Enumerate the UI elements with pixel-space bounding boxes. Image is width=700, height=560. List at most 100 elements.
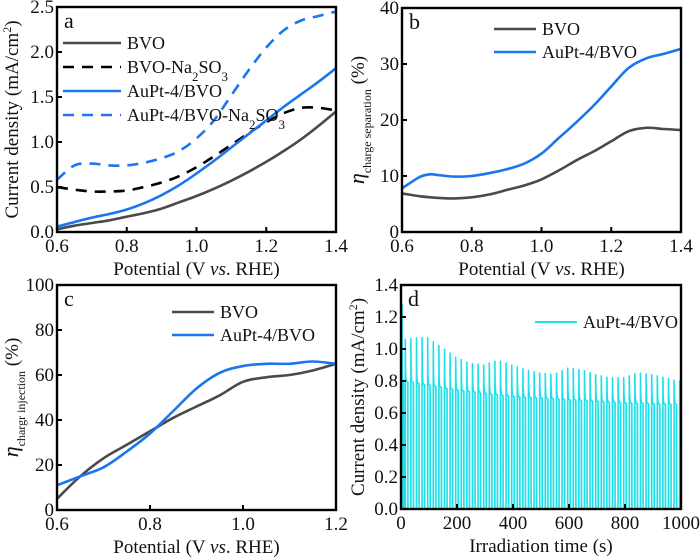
x-tick-label: 1.4 [324,236,348,257]
x-axis-title-part: . RHE) [226,259,280,280]
x-tick-label: 1.0 [185,236,209,257]
y-tick-label: 30 [380,54,399,75]
legend-label: AuPt-4/BVO [583,312,678,332]
y-axis-title-part: 2 [0,27,14,33]
y-tick-label: 2.5 [30,0,54,18]
x-tick-label: 1.2 [324,514,348,535]
series-line-bvo [57,362,336,500]
series-line-bvo [57,110,336,231]
legend-item: BVO-Na2SO3 [63,57,228,84]
legend-item: AuPt-4/BVO [63,81,222,101]
y-axis-title-part: 2 [346,304,360,310]
x-tick-label: 1.0 [231,514,255,535]
legend-label-part: SO [199,57,222,77]
x-axis-title-part: . RHE) [571,259,625,280]
y-axis-title: ηcharge separation (%) [344,56,374,184]
x-tick-label: 1.4 [669,236,693,257]
legend-label: AuPt-4/BVO [542,42,637,62]
panel-c: 0.6 0.8 1.0 1.2 0 20 40 60 80 100 Potential (V vs.… [0,275,348,558]
legend-item: AuPt-4/BVO [494,42,637,62]
x-tick-label: 400 [499,513,528,534]
legend-label-part: BVO [542,19,580,39]
y-axis-title-part: η [344,173,369,184]
legend-label-part: SO [256,105,279,125]
y-tick-label: 1.4 [374,275,398,296]
y-axis-title: Current density (mA/cm2) [0,20,23,218]
x-tick-label: 0.8 [115,236,139,257]
y-axis-title-part: Current density (mA/cm [2,33,23,219]
y-axis-title-part: (%) [348,56,369,89]
panel-a: 0.6 0.8 1.0 1.2 1.4 0.0 0.5 1.0 1.5 2.0 2.5 Potenti… [0,0,348,280]
legend-label: BVO-Na2SO3 [127,57,228,84]
x-axis-title-part: Potential (V [113,259,210,280]
x-axis-title: Potential (V vs. RHE) [113,537,279,558]
legend-item: AuPt-4/BVO [535,312,678,332]
series-line-bvo-na2so3 [57,105,336,193]
y-tick-label: 0 [390,222,400,243]
y-axis-title-part: η [0,446,23,457]
legend: BVO AuPt-4/BVO [494,19,637,62]
x-axis-title-part: Potential (V [113,537,210,558]
x-axis-title: Irradiation time (s) [469,536,613,557]
legend-label: AuPt-4/BVO [127,81,222,101]
panel-letter: d [408,286,419,311]
y-axis-title-part: (%) [2,338,23,371]
x-axis-title-part: vs [555,259,571,280]
x-axis-title: Potential (V vs. RHE) [458,259,624,280]
x-tick-label: 1.0 [530,236,554,257]
x-axis-title-part: vs [210,537,226,558]
legend-label-part: BVO [220,302,258,322]
legend-label: AuPt-4/BVO-Na2SO3 [127,105,285,132]
legend-label-part: AuPt-4/BVO [583,312,678,332]
plot-area [57,10,336,231]
legend-label: AuPt-4/BVO [220,325,315,345]
y-tick-label: 0.4 [374,435,398,456]
x-tick-label: 600 [555,513,584,534]
y-tick-label: 0 [45,500,55,521]
x-tick-label: 0.8 [138,514,162,535]
y-axis-title-part: ) [348,298,369,304]
plot-frame [399,283,683,511]
x-tick-label: 0.6 [45,236,69,257]
legend-label-part: AuPt-4/BVO [542,42,637,62]
legend-label: BVO [542,19,580,39]
series-line-aupt-4-bvo [57,67,336,228]
legend-label-part: 3 [279,117,286,132]
series-line-aupt-4-bvo [402,47,681,190]
plot-area [402,47,681,200]
legend-item: BVO [494,19,580,39]
series-fill-aupt-4-bvo [401,304,681,509]
y-axis-title-part: Current density (mA/cm [348,310,369,496]
panel-b: 0.6 0.8 1.0 1.2 1.4 0 10 20 30 40 Potential (V vs.… [344,0,693,280]
y-tick-label: 0.0 [374,499,398,520]
legend-label-part: 3 [222,69,229,84]
x-axis-title-part: Irradiation time (s) [469,536,613,557]
y-tick-label: 40 [380,0,399,19]
y-tick-label: 2.0 [30,42,54,63]
y-tick-label: 1.0 [374,339,398,360]
y-tick-label: 100 [26,275,55,296]
x-tick-label: 1.2 [254,236,278,257]
panel-d: 0 200 400 600 800 1000 0.0 0.2 0.4 0.6 0.8 1.0 1.2 1.… [346,275,700,557]
x-tick-label: 0.6 [390,236,414,257]
plot-area [401,303,681,509]
x-tick-label: 800 [611,513,640,534]
y-axis-title-part: ) [2,20,23,26]
legend: BVO AuPt-4/BVO [172,302,315,345]
y-axis-title-part: chargr injection [14,371,28,446]
legend-label-part: AuPt-4/BVO [127,81,222,101]
y-tick-label: 20 [35,455,54,476]
y-tick-label: 80 [35,320,54,341]
legend-label: BVO [127,33,165,53]
y-tick-label: 0.8 [374,371,398,392]
series-line-bvo [402,126,681,200]
plot-area [57,360,336,500]
y-tick-label: 1.5 [30,87,54,108]
y-tick-label: 60 [35,365,54,386]
legend-label-part: 2 [192,69,199,84]
y-axis-title-part: charge separation [360,89,374,173]
legend-item: BVO [172,302,258,322]
y-axis-title: Current density (mA/cm2) [346,298,369,496]
y-tick-label: 0.0 [30,222,54,243]
